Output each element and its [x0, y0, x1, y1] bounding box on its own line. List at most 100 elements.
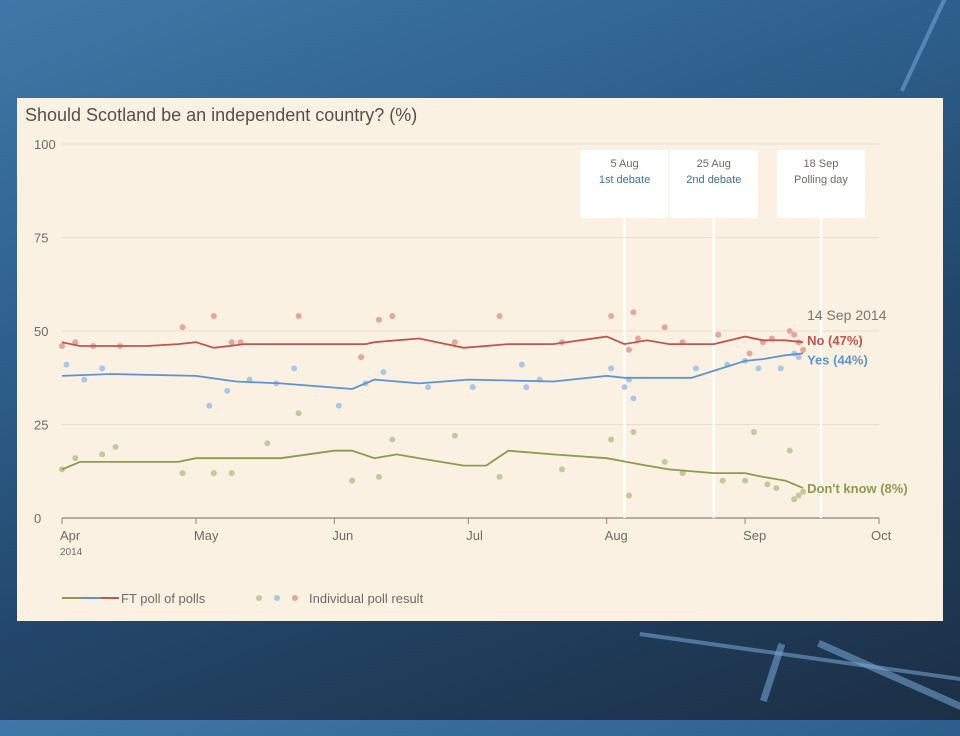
poll-point [634, 335, 641, 342]
poll-point [425, 384, 432, 391]
poll-point [630, 428, 637, 435]
chart-svg: Should Scotland be an independent countr… [25, 105, 908, 606]
poll-point [72, 455, 79, 462]
event-date: 5 Aug [610, 158, 638, 170]
poll-point [228, 470, 235, 477]
event-label: 1st debate [599, 174, 650, 186]
poll-point [496, 473, 503, 480]
legend-lines-label: FT poll of polls [121, 591, 206, 606]
poll-point [389, 436, 396, 443]
poll-point [795, 492, 802, 499]
poll-point [451, 339, 458, 346]
poll-point [719, 477, 726, 484]
legend-point-swatch [292, 595, 298, 601]
poll-point [72, 339, 79, 346]
poll-point [746, 350, 753, 357]
series-line [61, 449, 804, 489]
poll-point [742, 477, 749, 484]
event-box [580, 150, 669, 218]
poll-point [773, 485, 780, 492]
poll-point [389, 313, 396, 320]
y-tick-label: 0 [34, 511, 41, 526]
poll-point [99, 365, 106, 372]
series-end-label: No (47%) [807, 333, 863, 348]
event-box [669, 150, 758, 218]
poll-point [661, 324, 668, 331]
poll-point [224, 387, 231, 394]
poll-point [795, 354, 802, 361]
poll-point [608, 365, 615, 372]
poll-point [777, 365, 784, 372]
poll-point [295, 313, 302, 320]
x-tick-label: Jul [466, 528, 483, 543]
end-annotations: 14 Sep 2014 No (47%) Yes (44%) Don't know (… [807, 307, 908, 496]
poll-point [451, 432, 458, 439]
legend-point-swatch [274, 595, 280, 601]
event-markers: 5 Aug 1st debate 25 Aug 2nd debate 18 Sep Pol… [580, 150, 865, 518]
poll-point [264, 440, 271, 447]
x-tick-label: Jun [332, 528, 353, 543]
poll-point [63, 361, 70, 368]
y-tick-label: 100 [34, 137, 56, 152]
poll-point [206, 402, 213, 409]
y-tick-label: 75 [34, 231, 48, 246]
poll-point [755, 365, 762, 372]
focus-date-label: 14 Sep 2014 [807, 307, 887, 323]
series-line [61, 352, 804, 390]
poll-point [800, 488, 807, 495]
x-year-label: 2014 [60, 547, 83, 558]
chart-title: Should Scotland be an independent countr… [25, 105, 417, 125]
poll-point [800, 346, 807, 353]
poll-point [335, 402, 342, 409]
grid: 100 75 50 25 0 [34, 137, 879, 526]
poll-point [715, 331, 722, 338]
poll-points [59, 309, 807, 503]
poll-point [630, 395, 637, 402]
legend-points-label: Individual poll result [309, 591, 424, 606]
poll-point [496, 313, 503, 320]
poll-point [81, 376, 88, 383]
poll-point [750, 428, 757, 435]
x-tick-label: Sep [743, 528, 766, 543]
chart-panel: Should Scotland be an independent countr… [17, 98, 943, 621]
poll-point [179, 324, 186, 331]
poll-point [469, 384, 476, 391]
poll-of-polls-lines [61, 335, 804, 489]
poll-point [518, 361, 525, 368]
x-axis: Apr May Jun Jul Aug Sep Oct 2014 [60, 518, 892, 558]
poll-point [559, 466, 566, 473]
poll-point [630, 309, 637, 316]
poll-point [621, 384, 628, 391]
poll-point [375, 473, 382, 480]
poll-point [210, 470, 217, 477]
poll-point [661, 458, 668, 465]
event-box [776, 150, 865, 218]
poll-point [228, 339, 235, 346]
legend: FT poll of polls Individual poll result [62, 591, 424, 606]
poll-point [349, 477, 356, 484]
poll-point [380, 369, 387, 376]
poll-point [625, 492, 632, 499]
poll-point [679, 470, 686, 477]
poll-point [608, 313, 615, 320]
poll-point [791, 331, 798, 338]
series-end-label: Yes (44%) [807, 352, 868, 367]
poll-point [179, 470, 186, 477]
x-tick-label: Aug [605, 528, 628, 543]
series-end-label: Don't know (8%) [807, 481, 908, 496]
poll-point [523, 384, 530, 391]
poll-point [210, 313, 217, 320]
poll-point [375, 316, 382, 323]
series-line [61, 335, 804, 349]
event-date: 18 Sep [804, 158, 839, 170]
x-tick-label: Apr [60, 528, 81, 543]
poll-point [295, 410, 302, 417]
poll-point [358, 354, 365, 361]
poll-point [692, 365, 699, 372]
poll-point [764, 481, 771, 488]
event-label: Polling day [794, 174, 848, 186]
y-tick-label: 25 [34, 418, 48, 433]
poll-point [791, 496, 798, 503]
event-date: 25 Aug [697, 158, 731, 170]
poll-point [608, 436, 615, 443]
